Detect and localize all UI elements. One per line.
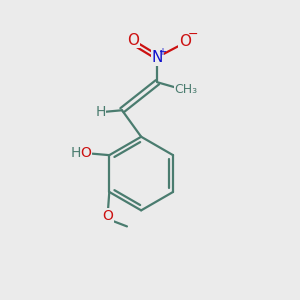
Text: H: H: [95, 105, 106, 119]
Text: H: H: [71, 146, 81, 160]
Text: O: O: [81, 146, 92, 160]
Text: CH₃: CH₃: [174, 83, 197, 96]
Text: O: O: [127, 33, 139, 48]
Text: N: N: [152, 50, 163, 65]
Text: −: −: [188, 28, 198, 41]
Text: O: O: [179, 34, 191, 49]
Text: O: O: [102, 209, 113, 223]
Text: +: +: [158, 47, 166, 57]
